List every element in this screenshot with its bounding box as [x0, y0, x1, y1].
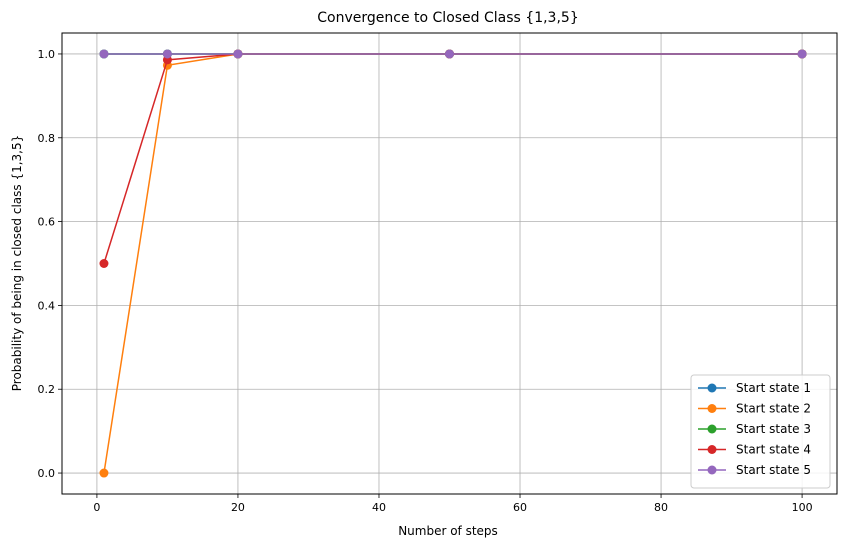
legend-item: Start state 3 — [698, 422, 811, 436]
legend-marker — [707, 383, 717, 393]
data-point — [99, 468, 109, 478]
data-point — [99, 259, 109, 268]
x-tick-label: 0 — [93, 501, 100, 514]
plot-frame — [61, 32, 838, 495]
legend-label: Start state 3 — [736, 422, 811, 436]
chart-title: Convergence to Closed Class {1,3,5} — [317, 10, 578, 26]
x-tick-label: 40 — [372, 501, 386, 514]
y-axis-label: Probability of being in closed class {1,… — [10, 135, 24, 392]
y-tick-label: 0.6 — [38, 216, 56, 229]
data-point — [99, 49, 109, 59]
legend-marker — [707, 465, 717, 475]
legend-marker — [707, 445, 717, 454]
data-point — [233, 49, 243, 59]
legend-item: Start state 1 — [698, 381, 811, 395]
legend-marker — [707, 424, 717, 434]
data-point — [445, 49, 454, 59]
data-point — [162, 49, 172, 59]
x-tick-label: 100 — [792, 501, 813, 514]
legend: Start state 1 Start state 2 Start state 3 S… — [690, 374, 831, 489]
legend-label: Start state 1 — [736, 381, 811, 395]
legend-marker — [707, 404, 717, 413]
legend-label: Start state 5 — [736, 463, 811, 477]
legend-item: Start state 2 — [698, 402, 811, 416]
legend-item: Start state 5 — [698, 463, 811, 477]
series-4 — [99, 49, 807, 268]
x-axis-label: Number of steps — [398, 524, 498, 538]
y-tick-label: 1.0 — [38, 48, 56, 61]
axis-ticks: 0 20 40 60 80 100 0.0 0.2 0.4 0.6 0.8 1.0 — [38, 48, 813, 514]
y-tick-label: 0.0 — [38, 467, 56, 480]
data-point — [797, 49, 807, 59]
legend-label: Start state 4 — [736, 443, 811, 457]
y-tick-label: 0.2 — [38, 383, 56, 396]
legend-box — [690, 374, 831, 489]
x-tick-label: 80 — [654, 501, 668, 514]
y-tick-label: 0.4 — [38, 299, 56, 312]
legend-item: Start state 4 — [698, 443, 811, 457]
x-tick-label: 60 — [513, 501, 527, 514]
legend-label: Start state 2 — [736, 402, 811, 416]
y-tick-label: 0.8 — [38, 132, 56, 145]
series-line — [103, 53, 803, 264]
series-5 — [99, 49, 807, 59]
series-lines — [99, 49, 807, 478]
x-tick-label: 20 — [231, 501, 245, 514]
